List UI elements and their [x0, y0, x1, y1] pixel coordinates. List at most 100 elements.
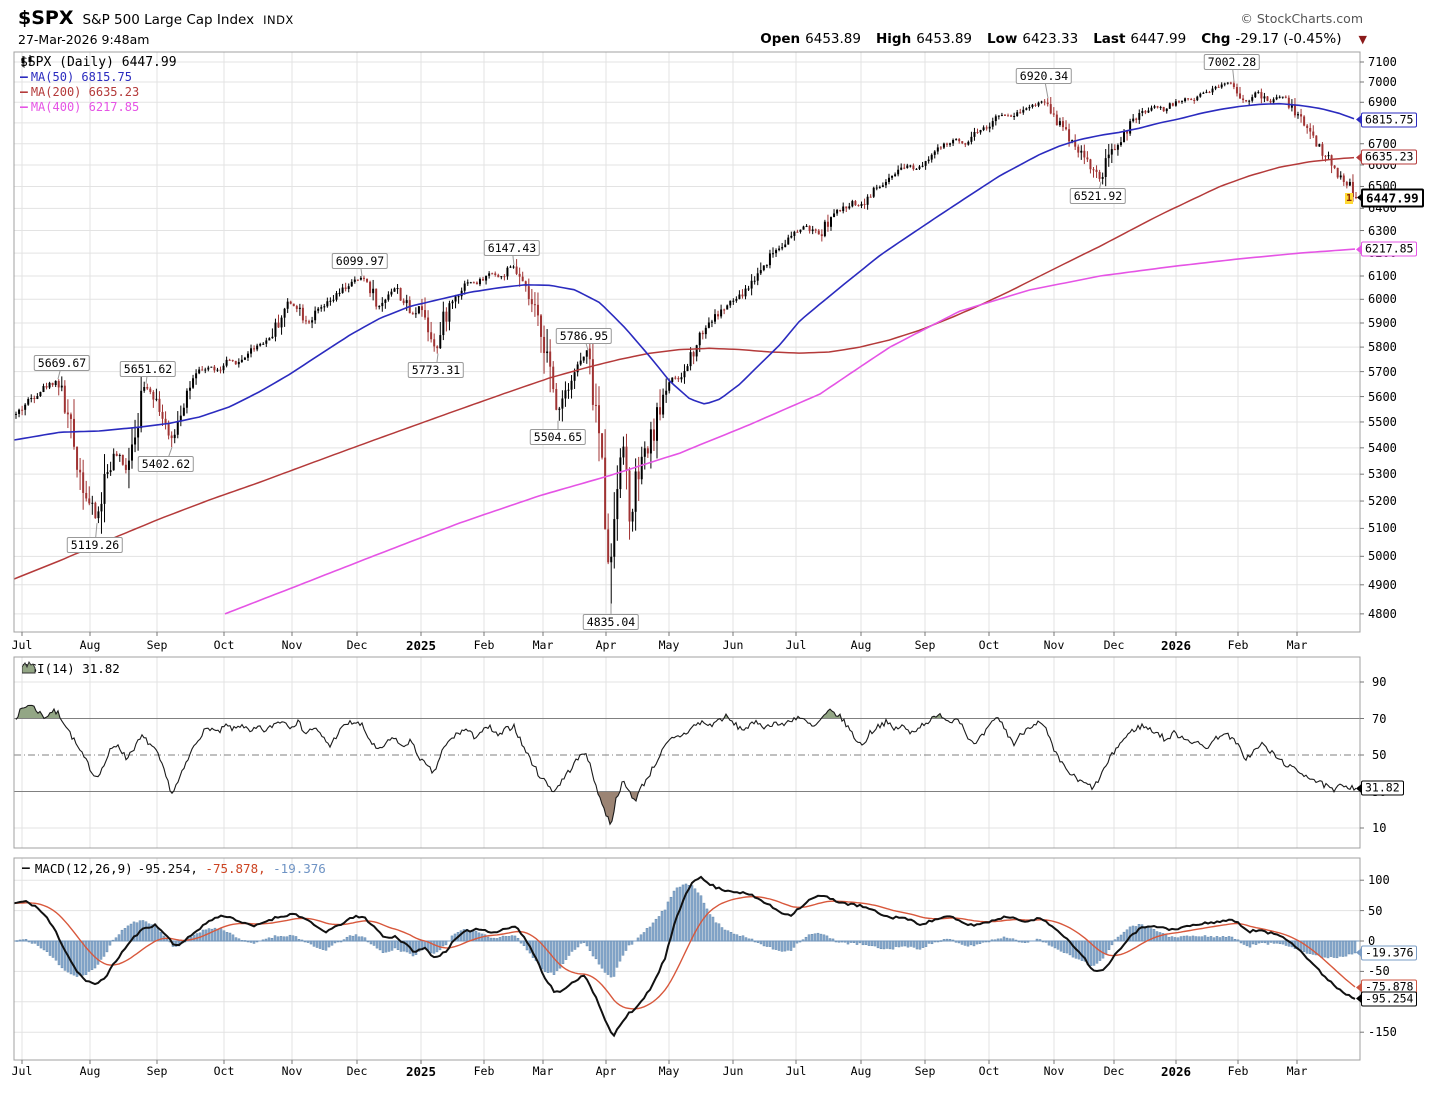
month-label-top: May	[658, 638, 680, 652]
axis-box-pointer	[1356, 993, 1362, 1004]
month-label-top: Feb	[1227, 638, 1249, 652]
quote-detail-toggle-icon[interactable]: ▼	[1358, 32, 1367, 46]
price-annotation: 6147.43	[483, 240, 541, 256]
macd-layer	[14, 875, 1360, 1038]
price-annotation: 6920.34	[1015, 68, 1073, 84]
price-annotation: 5773.31	[407, 362, 465, 378]
macd-axis-tick-label: -50	[1368, 964, 1390, 979]
price-axis-tick-label: 6100	[1368, 269, 1397, 283]
price-axis-tick-label: 5900	[1368, 315, 1397, 330]
month-label-top: Jul	[11, 638, 33, 652]
macd-legend-value: -75.878,	[197, 861, 266, 876]
candles-layer	[15, 81, 1357, 604]
price-axis-tick-label: 7100	[1368, 55, 1397, 69]
ma-legend-item: — MA(200) 6635.23	[20, 85, 177, 100]
rsi-axis-tick-label: 10	[1372, 821, 1387, 835]
quote-field-chg: Chg -29.17 (-0.45%)	[1201, 31, 1342, 47]
price-axis-tick-label: 5000	[1368, 549, 1397, 564]
month-label-top: Mar	[1286, 638, 1308, 652]
rsi-layer	[14, 704, 1360, 826]
panel-borders	[13, 51, 1364, 1064]
month-label-bottom: Aug	[79, 1064, 101, 1078]
annotation-pointers	[57, 61, 1235, 622]
month-label-bottom: Sep	[914, 1064, 936, 1078]
axis-box-pointer	[1356, 982, 1362, 993]
macd-legend: — MACD(12,26,9) -95.254, -75.878, -19.37…	[22, 861, 326, 876]
price-annotation: 7002.28	[1203, 54, 1261, 70]
month-label-bottom: Jun	[722, 1064, 744, 1078]
ma-lines	[13, 102, 1356, 615]
price-annotation: 6521.92	[1069, 188, 1127, 204]
header: $SPX S&P 500 Large Cap Index INDX	[18, 7, 294, 29]
price-axis-tick-label: 5500	[1368, 414, 1397, 429]
macd-value-box: -95.254	[1356, 991, 1418, 1007]
month-label-top: Apr	[595, 638, 617, 652]
rsi-legend-label: RSI(14) 31.82	[22, 661, 120, 676]
axis-box-pointer	[1356, 783, 1362, 794]
month-label-bottom: Nov	[1043, 1064, 1065, 1078]
candlestick-chart-icon	[21, 55, 32, 67]
axis-box-pointer	[1356, 244, 1362, 255]
month-label-bottom: 2026	[1160, 1064, 1192, 1079]
quote-field-open: Open 6453.89	[760, 31, 861, 47]
price-annotation: 4835.04	[582, 614, 640, 630]
month-label-top: Dec	[1103, 638, 1125, 652]
macd-axis-tick-label: -150	[1368, 1025, 1397, 1040]
month-label-bottom: Apr	[595, 1064, 617, 1078]
price-annotation: 6099.97	[331, 253, 389, 269]
rsi-area-icon	[22, 661, 36, 674]
macd-value-box: -19.376	[1356, 945, 1418, 961]
price-axis-tick-label: 5300	[1368, 467, 1397, 482]
price-axis-tick-label: 6900	[1368, 95, 1397, 110]
price-annotation: 5786.95	[555, 328, 613, 344]
price-legend-title-row: $SPX (Daily) 6447.99	[20, 55, 177, 70]
ma-legend-item: — MA(50) 6815.75	[20, 70, 177, 85]
macd-line	[14, 875, 1356, 1038]
month-label-bottom: Feb	[473, 1064, 495, 1078]
price-axis-tick-label: 6700	[1368, 136, 1397, 151]
price-axis-tick-label: 5800	[1368, 340, 1397, 355]
month-label-top: 2026	[1160, 638, 1192, 653]
quote-field-low: Low 6423.33	[987, 31, 1079, 47]
month-label-top: Dec	[346, 638, 368, 652]
ma-legend-label: MA(200) 6635.23	[30, 85, 140, 99]
month-label-top: Feb	[473, 638, 495, 652]
price-annotation: 5119.26	[66, 537, 124, 553]
ma50-line	[13, 102, 1355, 441]
month-label-top: Oct	[213, 638, 235, 652]
ma-line-icon: —	[20, 69, 28, 85]
month-label-top: Jun	[722, 638, 744, 652]
rsi-value-box: 31.82	[1356, 780, 1404, 796]
ma-legend-item: — MA(400) 6217.85	[20, 100, 177, 115]
copyright: © StockCharts.com	[1240, 11, 1363, 26]
ma-line-icon: —	[20, 84, 28, 100]
price-annotation: 5669.67	[33, 355, 91, 371]
price-axis-tick-label: 6300	[1368, 223, 1397, 238]
month-label-top: Sep	[914, 638, 936, 652]
price-annotation: 5504.65	[529, 429, 587, 445]
price-axis-tick-label: 4800	[1368, 606, 1397, 621]
month-label-bottom: May	[658, 1064, 680, 1078]
month-label-top: Nov	[1043, 638, 1065, 652]
quote-field-high: High 6453.89	[875, 31, 973, 47]
quote-bar: Open 6453.89 High 6453.89 Low 6423.33 Last 6447…	[760, 31, 1367, 47]
macd-legend-value: -95.254,	[137, 861, 198, 876]
month-label-bottom: Feb	[1227, 1064, 1249, 1078]
month-label-top: Nov	[281, 638, 303, 652]
month-label-bottom: Jul	[785, 1064, 807, 1078]
grid-layer	[14, 52, 1360, 1060]
month-label-bottom: 2025	[405, 1064, 437, 1079]
month-label-bottom: Dec	[346, 1064, 368, 1078]
axis-box-pointer	[1356, 947, 1362, 958]
month-label-top: 2025	[405, 638, 437, 653]
price-value-box: 6217.85	[1356, 241, 1418, 257]
quote-field-last: Last 6447.99	[1093, 31, 1187, 47]
price-axis-tick-label: 5700	[1368, 364, 1397, 379]
ma-line-icon: —	[20, 99, 28, 115]
rsi-axis-tick-label: 90	[1372, 675, 1387, 689]
axis-box-pointer	[1356, 152, 1362, 163]
price-axis-tick-label: 5600	[1368, 389, 1397, 404]
price-legend-title: $SPX (Daily) 6447.99	[20, 55, 177, 70]
rsi-legend: RSI(14) 31.82	[22, 661, 120, 676]
